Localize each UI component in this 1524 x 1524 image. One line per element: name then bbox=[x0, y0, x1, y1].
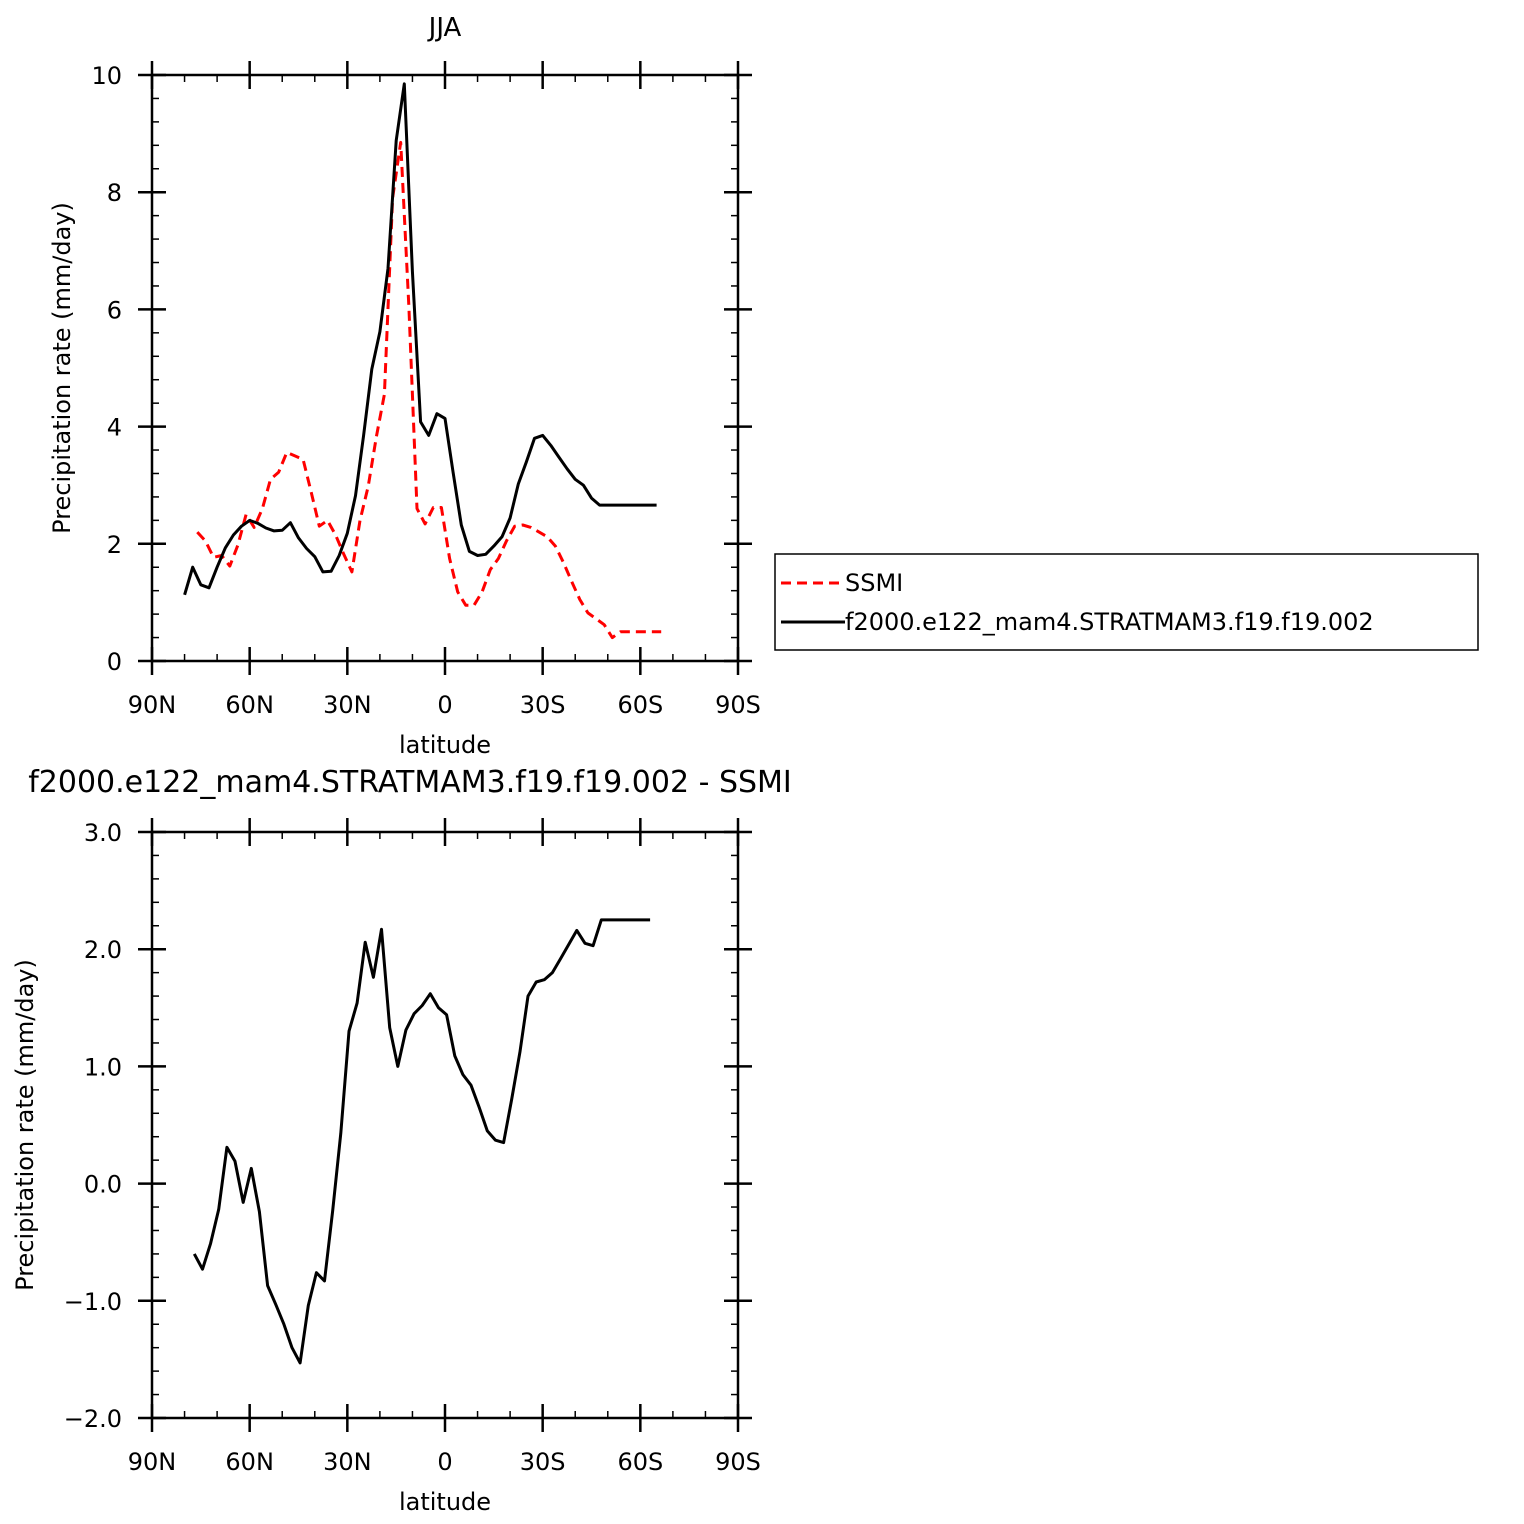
x-tick-label: 60N bbox=[225, 1448, 274, 1476]
bottom-chart-title: f2000.e122_mam4.STRATMAM3.f19.f19.002 - … bbox=[28, 765, 792, 800]
y-tick-label: 2.0 bbox=[84, 936, 122, 964]
bottom-chart-panel: f2000.e122_mam4.STRATMAM3.f19.f19.002 - … bbox=[11, 765, 792, 1516]
x-tick-label: 30S bbox=[520, 1448, 566, 1476]
x-tick-label: 90S bbox=[715, 1448, 761, 1476]
top-chart-frame bbox=[150, 73, 740, 663]
bottom-chart-frame bbox=[150, 830, 740, 1420]
x-tick-label: 60N bbox=[225, 691, 274, 719]
y-tick-label: 2 bbox=[107, 531, 122, 559]
bottom-chart-ylabel: Precipitation rate (mm/day) bbox=[11, 959, 39, 1291]
x-tick-label: 90N bbox=[128, 1448, 177, 1476]
y-tick-label: 6 bbox=[107, 296, 122, 324]
x-tick-label: 0 bbox=[437, 1448, 452, 1476]
legend-box bbox=[774, 553, 1479, 651]
legend-label-model: f2000.e122_mam4.STRATMAM3.f19.f19.002 bbox=[845, 608, 1374, 636]
x-tick-label: 90S bbox=[715, 691, 761, 719]
top-chart-series bbox=[183, 82, 662, 640]
top-chart-series-line-0 bbox=[196, 140, 662, 640]
legend: SSMI f2000.e122_mam4.STRATMAM3.f19.f19.0… bbox=[774, 553, 1479, 651]
x-tick-label: 60S bbox=[617, 1448, 663, 1476]
bottom-chart-ticks: 90N 60N 30N 0 30S 60S 90S −2.0 −1.0 0.0 1.0 2.0 3.0 bbox=[64, 818, 761, 1476]
legend-label-ssmi: SSMI bbox=[845, 569, 903, 597]
bottom-chart-series bbox=[192, 918, 651, 1365]
y-tick-label: 8 bbox=[107, 179, 122, 207]
y-tick-label: 10 bbox=[91, 62, 122, 90]
y-tick-label: 0 bbox=[107, 648, 122, 676]
bottom-chart-xlabel: latitude bbox=[399, 1488, 491, 1516]
y-tick-label: 3.0 bbox=[84, 819, 122, 847]
y-tick-label: 4 bbox=[107, 414, 122, 442]
y-tick-label: −2.0 bbox=[64, 1405, 122, 1433]
x-tick-label: 30N bbox=[323, 1448, 372, 1476]
top-chart-panel: JJA Precipitation rate (mm/day) latitude… bbox=[48, 13, 761, 759]
x-tick-label: 0 bbox=[437, 691, 452, 719]
y-tick-label: 1.0 bbox=[84, 1053, 122, 1081]
x-tick-label: 30N bbox=[323, 691, 372, 719]
top-chart-ticks: 90N 60N 30N 0 30S 60S 90S 0 2 4 6 8 10 bbox=[91, 61, 761, 719]
y-tick-label: −1.0 bbox=[64, 1288, 122, 1316]
x-tick-label: 30S bbox=[520, 691, 566, 719]
x-tick-label: 60S bbox=[617, 691, 663, 719]
bottom-chart-series-line-0 bbox=[192, 918, 651, 1365]
top-chart-xlabel: latitude bbox=[399, 731, 491, 759]
top-chart-ylabel: Precipitation rate (mm/day) bbox=[48, 202, 76, 534]
top-chart-title: JJA bbox=[427, 13, 462, 43]
y-tick-label: 0.0 bbox=[84, 1171, 122, 1199]
x-tick-label: 90N bbox=[128, 691, 177, 719]
top-chart-series-line-1 bbox=[183, 82, 657, 596]
